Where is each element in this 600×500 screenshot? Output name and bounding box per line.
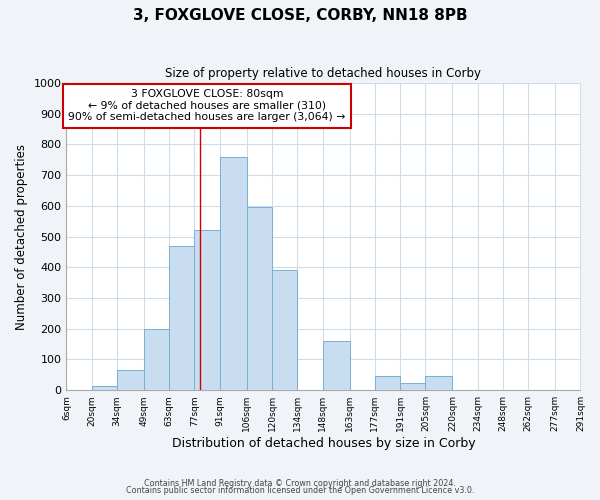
Y-axis label: Number of detached properties: Number of detached properties <box>15 144 28 330</box>
Text: Contains public sector information licensed under the Open Government Licence v3: Contains public sector information licen… <box>126 486 474 495</box>
Bar <box>272 270 298 390</box>
Bar <box>144 329 169 390</box>
Bar <box>375 376 400 390</box>
Title: Size of property relative to detached houses in Corby: Size of property relative to detached ho… <box>166 68 481 80</box>
Bar <box>194 230 220 390</box>
Bar <box>323 341 350 390</box>
Bar <box>169 246 194 390</box>
Bar <box>400 382 425 390</box>
Bar <box>247 208 272 390</box>
Text: 3 FOXGLOVE CLOSE: 80sqm
← 9% of detached houses are smaller (310)
90% of semi-de: 3 FOXGLOVE CLOSE: 80sqm ← 9% of detached… <box>68 89 346 122</box>
Text: 3, FOXGLOVE CLOSE, CORBY, NN18 8PB: 3, FOXGLOVE CLOSE, CORBY, NN18 8PB <box>133 8 467 22</box>
Bar <box>220 157 247 390</box>
Text: Contains HM Land Registry data © Crown copyright and database right 2024.: Contains HM Land Registry data © Crown c… <box>144 478 456 488</box>
Bar <box>117 370 144 390</box>
X-axis label: Distribution of detached houses by size in Corby: Distribution of detached houses by size … <box>172 437 475 450</box>
Bar <box>92 386 117 390</box>
Bar <box>425 376 452 390</box>
